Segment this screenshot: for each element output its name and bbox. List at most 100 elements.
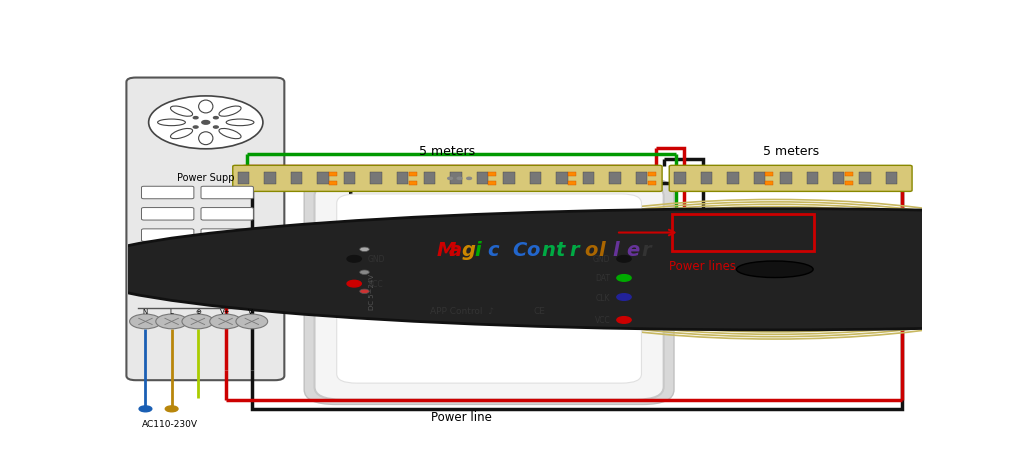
- Circle shape: [213, 127, 218, 129]
- Text: 5 meters: 5 meters: [420, 145, 475, 158]
- Text: M: M: [436, 240, 456, 259]
- Bar: [329, 181, 337, 185]
- Text: i: i: [474, 240, 481, 259]
- Bar: [488, 181, 497, 185]
- Bar: [886, 173, 897, 185]
- Text: r: r: [641, 240, 650, 259]
- Ellipse shape: [170, 129, 193, 139]
- Circle shape: [130, 315, 162, 329]
- Ellipse shape: [158, 120, 185, 127]
- Circle shape: [202, 121, 210, 125]
- Bar: [264, 173, 275, 185]
- Bar: [371, 173, 382, 185]
- Ellipse shape: [72, 209, 1024, 330]
- FancyBboxPatch shape: [141, 251, 194, 263]
- Circle shape: [148, 97, 263, 149]
- Text: Power Supp: Power Supp: [177, 173, 234, 183]
- Text: V+: V+: [220, 308, 231, 315]
- FancyBboxPatch shape: [201, 251, 253, 263]
- Circle shape: [616, 294, 631, 301]
- Bar: [807, 173, 818, 185]
- Bar: [845, 181, 853, 185]
- Circle shape: [210, 315, 242, 329]
- Bar: [329, 173, 337, 177]
- Ellipse shape: [199, 132, 213, 145]
- FancyBboxPatch shape: [232, 166, 663, 192]
- Text: e: e: [627, 240, 640, 259]
- Circle shape: [347, 281, 361, 288]
- Bar: [765, 173, 773, 177]
- Circle shape: [139, 406, 152, 412]
- Text: n: n: [541, 240, 555, 259]
- Text: 5 meters: 5 meters: [763, 145, 819, 158]
- Bar: [317, 173, 329, 185]
- Ellipse shape: [199, 101, 213, 114]
- Bar: [451, 173, 462, 185]
- Circle shape: [236, 315, 267, 329]
- Circle shape: [156, 315, 187, 329]
- Text: CLK: CLK: [596, 293, 610, 302]
- Ellipse shape: [226, 120, 254, 127]
- Bar: [647, 181, 655, 185]
- Circle shape: [194, 117, 198, 119]
- Bar: [238, 173, 249, 185]
- Bar: [754, 173, 765, 185]
- Bar: [647, 173, 655, 177]
- FancyBboxPatch shape: [337, 195, 641, 383]
- Bar: [700, 173, 712, 185]
- Text: g: g: [462, 240, 475, 259]
- Text: t: t: [555, 240, 564, 259]
- Text: o: o: [584, 240, 597, 259]
- Circle shape: [359, 289, 370, 294]
- Circle shape: [359, 270, 370, 275]
- Bar: [568, 181, 575, 185]
- Bar: [609, 173, 621, 185]
- Bar: [488, 173, 497, 177]
- Circle shape: [194, 127, 198, 129]
- Bar: [568, 173, 575, 177]
- Text: APP Control  ♪: APP Control ♪: [430, 306, 495, 315]
- Bar: [833, 173, 845, 185]
- Text: CE: CE: [534, 306, 545, 315]
- Text: GND: GND: [368, 255, 385, 264]
- FancyBboxPatch shape: [141, 187, 194, 199]
- Text: N: N: [142, 308, 148, 315]
- Text: Power lines: Power lines: [670, 259, 736, 273]
- Bar: [727, 173, 738, 185]
- FancyBboxPatch shape: [201, 187, 253, 199]
- FancyBboxPatch shape: [670, 166, 912, 192]
- Ellipse shape: [736, 261, 813, 278]
- Text: Power line: Power line: [431, 410, 492, 423]
- Ellipse shape: [219, 107, 241, 117]
- Circle shape: [447, 178, 453, 180]
- Ellipse shape: [170, 107, 193, 117]
- Bar: [424, 173, 435, 185]
- Ellipse shape: [219, 129, 241, 139]
- FancyBboxPatch shape: [304, 179, 674, 405]
- FancyBboxPatch shape: [314, 184, 664, 400]
- Bar: [291, 173, 302, 185]
- Bar: [556, 173, 567, 185]
- Circle shape: [616, 317, 631, 324]
- Text: VCC: VCC: [368, 279, 383, 288]
- Text: AC110-230V: AC110-230V: [142, 419, 199, 428]
- Bar: [476, 173, 488, 185]
- Circle shape: [359, 248, 370, 252]
- Circle shape: [616, 256, 631, 263]
- Text: L: L: [170, 308, 174, 315]
- FancyBboxPatch shape: [201, 229, 253, 242]
- Bar: [845, 173, 853, 177]
- Bar: [529, 173, 541, 185]
- Bar: [674, 173, 686, 185]
- Bar: [344, 173, 355, 185]
- Circle shape: [213, 117, 218, 119]
- Bar: [397, 173, 409, 185]
- FancyBboxPatch shape: [141, 229, 194, 242]
- Text: l: l: [598, 240, 605, 259]
- Circle shape: [467, 178, 471, 180]
- Circle shape: [165, 406, 178, 412]
- Bar: [583, 173, 594, 185]
- Text: DAT: DAT: [596, 274, 610, 283]
- Bar: [503, 173, 515, 185]
- Bar: [859, 173, 870, 185]
